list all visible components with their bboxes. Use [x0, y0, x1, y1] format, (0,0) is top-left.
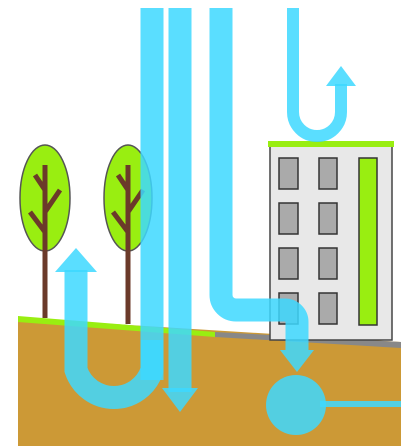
illustration — [0, 0, 401, 446]
page — [0, 0, 401, 446]
storage-tank — [266, 375, 326, 435]
